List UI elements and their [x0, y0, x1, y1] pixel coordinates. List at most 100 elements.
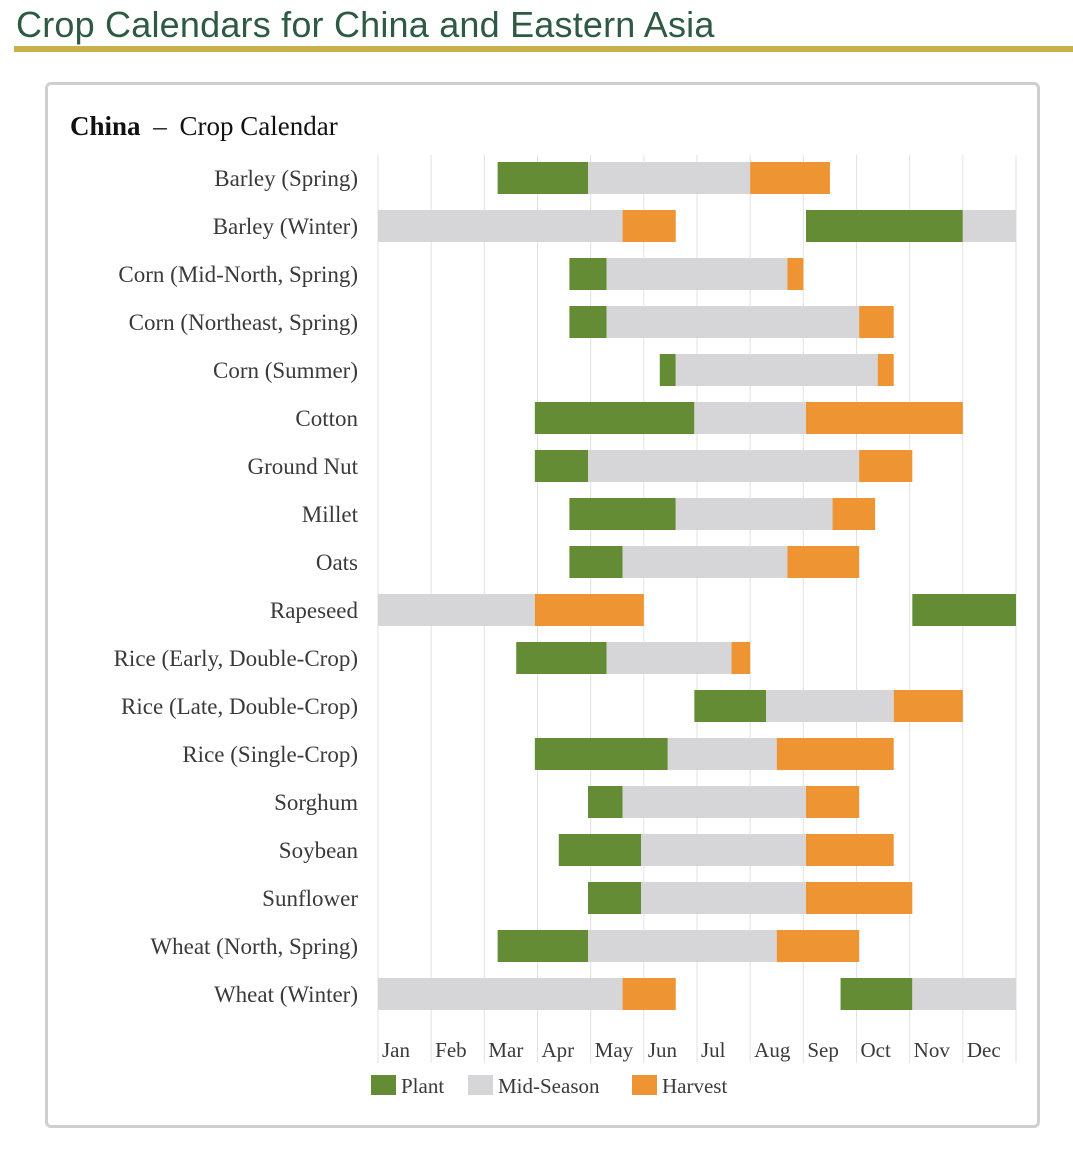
crop-row — [694, 690, 963, 722]
crop-label: Millet — [302, 502, 359, 527]
crop-row — [588, 786, 860, 818]
crop-label: Corn (Northeast, Spring) — [129, 310, 358, 335]
bar-segment-plant — [588, 882, 642, 914]
bar-segment-mid — [622, 546, 788, 578]
bar-segment-harvest — [832, 498, 876, 530]
crop-row — [378, 594, 1016, 626]
bar-segment-plant — [840, 978, 913, 1010]
crop-label: Soybean — [279, 838, 359, 863]
bar-segment-mid — [912, 978, 1016, 1010]
bar-segment-plant — [694, 690, 767, 722]
bar-segment-harvest — [622, 210, 676, 242]
bar-segment-mid — [641, 834, 806, 866]
month-tick-label: Nov — [914, 1038, 951, 1062]
month-tick-label: Feb — [435, 1038, 467, 1062]
crop-row — [569, 258, 804, 290]
bar-segment-plant — [534, 738, 668, 770]
bar-segment-plant — [516, 642, 607, 674]
title-rule — [14, 46, 1073, 52]
crop-label: Corn (Summer) — [213, 358, 358, 383]
chart-card: China – Crop Calendar Barley (Spring) Bar… — [45, 82, 1040, 1128]
bar-segment-harvest — [893, 690, 963, 722]
bar-segment-harvest — [877, 354, 894, 386]
crop-row — [558, 834, 894, 866]
crop-row — [378, 210, 1016, 242]
month-tick-label: Apr — [542, 1038, 575, 1062]
month-tick-label: Jun — [648, 1038, 678, 1062]
crop-row — [516, 642, 751, 674]
bar-segment-harvest — [731, 642, 751, 674]
crop-label: Rice (Single-Crop) — [182, 742, 358, 767]
bar-segment-mid — [641, 882, 806, 914]
legend-swatch — [371, 1075, 396, 1095]
bar-segment-harvest — [750, 162, 830, 194]
legend-swatch — [468, 1075, 493, 1095]
bar-segment-mid — [606, 642, 732, 674]
bar-segment-mid — [694, 402, 806, 434]
bar-segment-mid — [667, 738, 777, 770]
bar-segment-mid — [606, 306, 860, 338]
bar-segment-mid — [675, 498, 833, 530]
crop-row — [569, 306, 894, 338]
bar-segment-harvest — [805, 834, 894, 866]
bar-segment-plant — [659, 354, 676, 386]
bar-segment-mid — [606, 258, 788, 290]
bar-segment-harvest — [787, 546, 860, 578]
bar-segment-plant — [805, 210, 963, 242]
month-tick-label: Dec — [967, 1038, 1001, 1062]
legend-label: Harvest — [662, 1074, 727, 1098]
crop-row — [534, 402, 963, 434]
crop-label: Barley (Spring) — [214, 166, 358, 191]
crop-row — [497, 930, 860, 962]
crop-row — [534, 738, 894, 770]
bar-segment-plant — [569, 498, 676, 530]
chart-title-bold: China — [70, 111, 141, 141]
row-label-layer: Barley (Spring) Barley (Winter) Corn (Mid-… — [114, 166, 359, 1007]
legend-item-mid: Mid-Season — [468, 1074, 600, 1098]
month-tick-label: Sep — [807, 1038, 839, 1062]
crop-calendar-chart: China – Crop Calendar Barley (Spring)Bar… — [70, 111, 1017, 1098]
legend: Plant Mid-Season Harvest — [371, 1074, 727, 1098]
tick-layer: Jan Feb Mar Apr May Jun Jul Aug Sep Oct Nov Dec — [382, 1038, 1001, 1062]
legend-item-harvest: Harvest — [632, 1074, 727, 1098]
bar-segment-harvest — [787, 258, 804, 290]
bar-segment-mid — [622, 786, 806, 818]
legend-label: Mid-Season — [498, 1074, 600, 1098]
bar-segment-plant — [497, 930, 589, 962]
bar-segment-harvest — [805, 882, 913, 914]
crop-label: Corn (Mid-North, Spring) — [118, 262, 358, 287]
page-title: Crop Calendars for China and Eastern Asi… — [16, 4, 715, 45]
chart-title: China – Crop Calendar — [70, 111, 338, 141]
bar-segment-plant — [534, 402, 695, 434]
bar-segment-mid — [588, 930, 777, 962]
crop-label: Ground Nut — [247, 454, 358, 479]
bar-segment-harvest — [776, 738, 894, 770]
crop-label: Sunflower — [262, 886, 358, 911]
bar-segment-mid — [588, 450, 860, 482]
bar-segment-harvest — [622, 978, 676, 1010]
month-tick-label: Jul — [701, 1038, 726, 1062]
bar-segment-plant — [569, 546, 623, 578]
crop-row — [569, 498, 876, 530]
bar-segment-harvest — [805, 786, 860, 818]
bar-segment-mid — [766, 690, 894, 722]
bar-segment-plant — [569, 258, 607, 290]
crop-label: Rice (Late, Double-Crop) — [121, 694, 358, 719]
crop-label: Rapeseed — [270, 598, 359, 623]
crop-label: Rice (Early, Double-Crop) — [114, 646, 358, 671]
crop-label: Cotton — [295, 406, 358, 431]
legend-swatch — [632, 1075, 657, 1095]
bar-segment-plant — [912, 594, 1016, 626]
chart-title-rest: Crop Calendar — [180, 111, 338, 141]
month-tick-label: Mar — [488, 1038, 523, 1062]
crop-label: Sorghum — [274, 790, 358, 815]
crop-row — [659, 354, 894, 386]
crop-label: Barley (Winter) — [213, 214, 358, 239]
bar-segment-plant — [569, 306, 607, 338]
bar-segment-harvest — [805, 402, 963, 434]
month-tick-label: Oct — [861, 1038, 891, 1062]
bar-segment-plant — [534, 450, 589, 482]
bar-layer — [378, 162, 1016, 1010]
crop-row — [534, 450, 913, 482]
bar-segment-mid — [675, 354, 878, 386]
